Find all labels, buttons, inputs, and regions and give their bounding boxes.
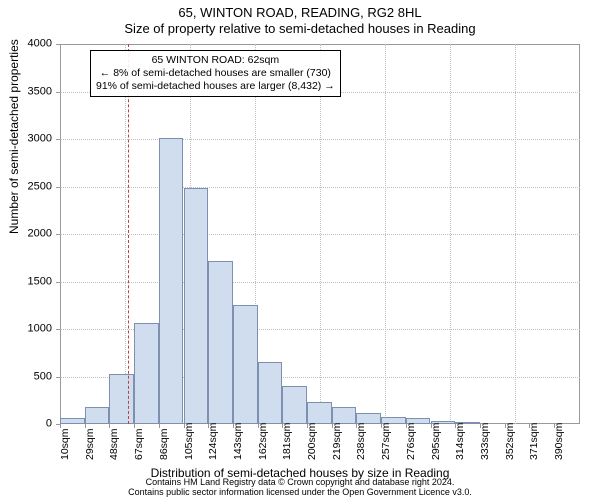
y-tick-mark [56,187,60,188]
y-tick-label: 1500 [28,276,52,287]
y-tick-label: 3500 [28,86,52,97]
gridline-v [515,44,516,424]
y-tick-mark [56,44,60,45]
y-tick-mark [56,234,60,235]
y-tick-mark [56,329,60,330]
caption-line-1: Contains HM Land Registry data © Crown c… [146,477,455,487]
gridline-v [125,44,126,424]
x-tick-label: 48sqm [109,428,120,460]
gridline-v [450,44,451,424]
histogram-bar [282,386,307,424]
x-tick-label: 276sqm [406,423,417,460]
y-axis-labels: 05001000150020002500300035004000 [0,44,56,424]
x-tick-label: 29sqm [85,428,96,460]
x-tick-label: 238sqm [356,423,367,460]
y-tick-mark [56,377,60,378]
x-tick-label: 67sqm [134,428,145,460]
x-tick-label: 219sqm [332,423,343,460]
y-tick-mark [56,92,60,93]
x-tick-label: 295sqm [431,423,442,460]
y-tick-label: 2000 [28,229,52,240]
x-tick-label: 352sqm [505,423,516,460]
histogram-bar [184,188,209,424]
plot-area: 65 WINTON ROAD: 62sqm← 8% of semi-detach… [60,44,580,424]
x-tick-label: 124sqm [208,423,219,460]
chart-title: 65, WINTON ROAD, READING, RG2 8HL [0,0,600,20]
caption-line-2: Contains public sector information licen… [128,487,472,497]
x-tick-label: 333sqm [480,423,491,460]
caption: Contains HM Land Registry data © Crown c… [0,478,600,498]
histogram-bar [233,305,258,424]
x-tick-label: 162sqm [258,423,269,460]
histogram-bar [307,402,332,424]
y-tick-mark [56,282,60,283]
y-tick-mark [56,139,60,140]
y-tick-label: 2500 [28,181,52,192]
annotation-line: ← 8% of semi-detached houses are smaller… [96,67,335,80]
annotation-line: 91% of semi-detached houses are larger (… [96,80,335,93]
chart-subtitle: Size of property relative to semi-detach… [0,20,600,40]
y-tick-label: 1000 [28,324,52,335]
y-tick-label: 500 [34,371,52,382]
y-tick-label: 4000 [28,39,52,50]
y-tick-label: 0 [46,419,52,430]
histogram-bar [208,261,233,424]
histogram-bar [332,407,357,424]
annotation-line: 65 WINTON ROAD: 62sqm [96,54,335,67]
gridline-v [385,44,386,424]
annotation-box: 65 WINTON ROAD: 62sqm← 8% of semi-detach… [90,50,341,97]
x-tick-label: 10sqm [60,428,71,460]
x-axis-labels: 10sqm 29sqm 48sqm 67sqm 86sqm 105sqm 124sqm 143… [60,424,580,464]
x-tick-label: 257sqm [381,423,392,460]
histogram-bar [159,138,184,424]
property-marker-line [128,44,129,424]
x-tick-label: 86sqm [159,428,170,460]
histogram-bar [134,323,159,424]
gridline-v [320,44,321,424]
y-tick-label: 3000 [28,134,52,145]
x-tick-label: 105sqm [184,423,195,460]
histogram-bar [109,374,134,424]
x-tick-label: 200sqm [307,423,318,460]
x-tick-label: 390sqm [554,423,565,460]
x-tick-label: 143sqm [233,423,244,460]
histogram-bar [258,362,283,424]
chart-root: 65, WINTON ROAD, READING, RG2 8HL Size o… [0,0,600,500]
x-tick-label: 181sqm [282,423,293,460]
x-tick-label: 371sqm [529,423,540,460]
histogram-bar [85,407,110,424]
x-tick-label: 314sqm [455,423,466,460]
